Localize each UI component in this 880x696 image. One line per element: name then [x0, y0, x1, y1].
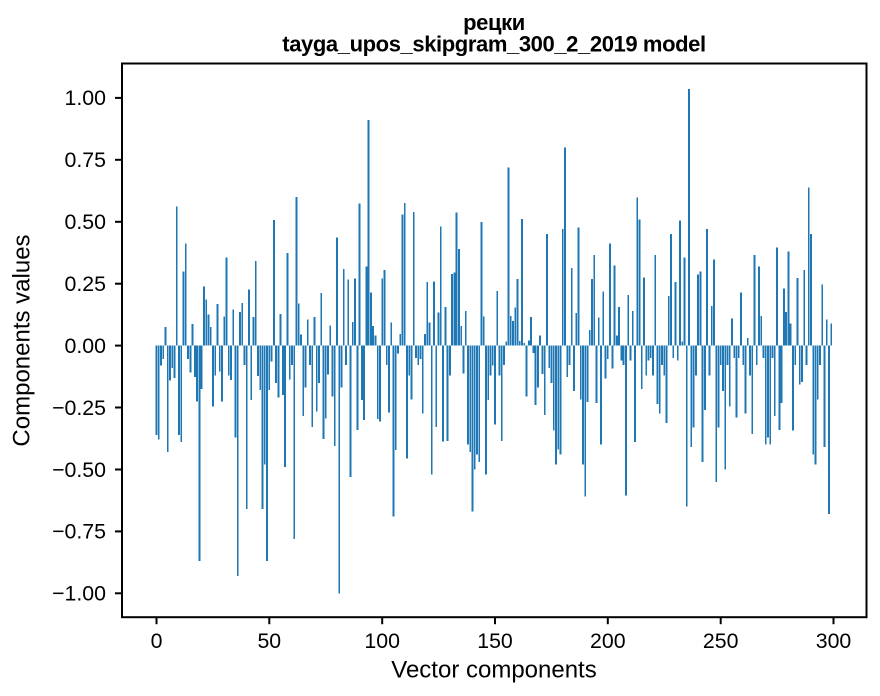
svg-text:tayga_upos_skipgram_300_2_2019: tayga_upos_skipgram_300_2_2019 model	[282, 32, 705, 57]
svg-text:300: 300	[816, 629, 852, 653]
svg-text:0: 0	[151, 629, 163, 653]
svg-text:250: 250	[703, 629, 739, 653]
svg-text:100: 100	[364, 629, 400, 653]
svg-text:Components values: Components values	[9, 234, 36, 446]
svg-text:−0.75: −0.75	[52, 520, 106, 544]
svg-text:рецки: рецки	[463, 10, 525, 35]
svg-text:0.25: 0.25	[65, 272, 106, 296]
svg-text:1.00: 1.00	[65, 86, 107, 110]
svg-text:−0.25: −0.25	[52, 396, 106, 420]
svg-text:0.75: 0.75	[65, 148, 106, 172]
svg-text:Vector components: Vector components	[391, 657, 596, 684]
svg-text:0.00: 0.00	[65, 334, 107, 358]
svg-text:0.50: 0.50	[65, 210, 107, 234]
svg-text:−1.00: −1.00	[52, 582, 106, 606]
svg-text:−0.50: −0.50	[52, 458, 106, 482]
svg-text:200: 200	[590, 629, 626, 653]
svg-text:150: 150	[477, 629, 513, 653]
svg-text:50: 50	[257, 629, 281, 653]
